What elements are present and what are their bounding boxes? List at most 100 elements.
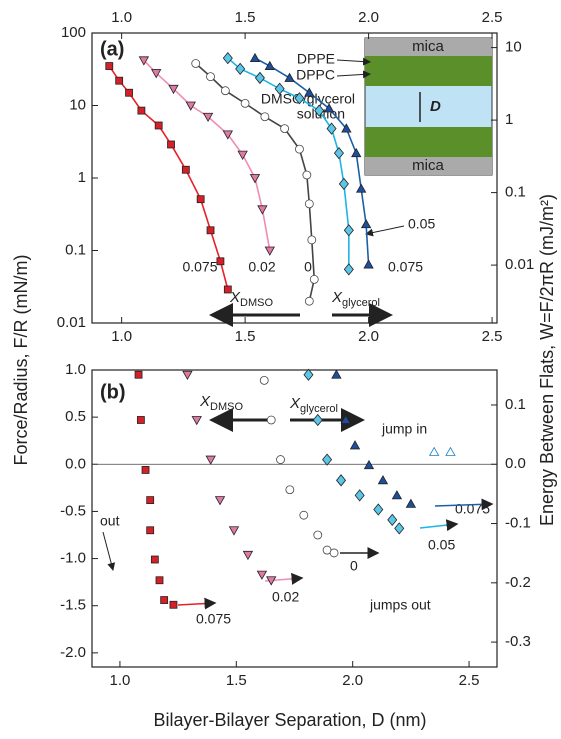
y-tick-label: -0.5 bbox=[60, 502, 86, 519]
x-tick-label: 1.0 bbox=[110, 672, 131, 689]
point bbox=[257, 205, 268, 215]
pointer bbox=[419, 519, 459, 532]
x-tick-label: 1.5 bbox=[235, 328, 256, 345]
point bbox=[329, 548, 339, 558]
symbol: X bbox=[229, 289, 241, 306]
bilayer bbox=[365, 127, 492, 157]
point bbox=[363, 459, 375, 470]
x2-tick-label: 1.5 bbox=[235, 9, 256, 26]
point bbox=[303, 368, 314, 381]
y2-tick-label: -0.1 bbox=[505, 515, 531, 532]
point bbox=[220, 86, 230, 96]
annotations-a: 0.075 0.02 0 0.05 0.075 XDMSO Xglycerol bbox=[182, 216, 435, 327]
annotations-b: XDMSO Xglycerol jump in out 0.075 0.02 0… bbox=[100, 393, 494, 627]
x-tick-label: 2.0 bbox=[342, 672, 363, 689]
point bbox=[205, 455, 216, 465]
series-label: 0.075 bbox=[455, 501, 490, 517]
point bbox=[373, 503, 384, 516]
fit-line bbox=[143, 59, 271, 251]
x2-tick-label: 2.0 bbox=[358, 9, 379, 26]
pointer bbox=[102, 531, 116, 571]
point bbox=[181, 165, 190, 174]
x-axis-title: Bilayer-Bilayer Separation, D (nm) bbox=[153, 710, 426, 730]
series-label: 0.075 bbox=[182, 259, 217, 275]
subscript: DMSO bbox=[240, 297, 273, 309]
point bbox=[141, 466, 150, 474]
y-tick-label: 1 bbox=[78, 169, 86, 186]
point bbox=[326, 122, 337, 135]
y2-tick-label: 0.01 bbox=[505, 256, 534, 273]
point bbox=[167, 140, 175, 149]
point bbox=[169, 600, 178, 609]
point bbox=[235, 62, 246, 76]
point bbox=[214, 496, 226, 506]
point bbox=[377, 474, 389, 485]
point bbox=[266, 415, 276, 425]
point bbox=[322, 453, 333, 466]
y2-axis-title: Energy Between Flats, W=F/2πR (mJ/m²) bbox=[537, 194, 557, 526]
point bbox=[351, 147, 362, 158]
direction-label: XDMSO bbox=[229, 289, 273, 309]
point bbox=[280, 124, 290, 134]
y-tick-label: 1.0 bbox=[65, 361, 86, 378]
point bbox=[343, 263, 354, 276]
point bbox=[216, 257, 225, 266]
y-tick-label: 0.1 bbox=[65, 241, 86, 258]
point bbox=[115, 76, 124, 85]
pointer bbox=[365, 225, 405, 237]
point bbox=[136, 416, 145, 424]
fit-line bbox=[254, 57, 370, 265]
point bbox=[349, 440, 361, 450]
jumps-out-label: jumps out bbox=[369, 597, 431, 613]
pointer bbox=[336, 70, 371, 79]
point bbox=[264, 246, 275, 256]
point bbox=[260, 112, 270, 122]
point bbox=[304, 87, 315, 97]
point bbox=[202, 112, 214, 123]
point bbox=[276, 455, 285, 464]
point bbox=[299, 510, 309, 520]
series-label: 0.075 bbox=[196, 611, 231, 627]
point bbox=[264, 60, 275, 70]
point bbox=[314, 104, 325, 117]
point bbox=[240, 98, 250, 108]
y2-tick-label: -0.3 bbox=[505, 633, 531, 650]
subscript: glycerol bbox=[342, 297, 380, 309]
point bbox=[331, 369, 342, 379]
point bbox=[354, 489, 365, 502]
y2-tick-label: -0.2 bbox=[505, 574, 531, 591]
subscript: DMSO bbox=[210, 401, 243, 413]
point bbox=[151, 69, 162, 79]
point bbox=[222, 130, 234, 140]
x-tick-label: 2.5 bbox=[459, 672, 480, 689]
y-tick-label: 0.01 bbox=[57, 314, 86, 331]
point bbox=[295, 144, 304, 154]
series-label: 0.05 bbox=[428, 537, 455, 553]
point bbox=[309, 274, 319, 284]
point bbox=[249, 52, 261, 63]
point bbox=[405, 498, 417, 508]
series-label: 0.02 bbox=[272, 589, 299, 605]
symbol: X bbox=[199, 393, 211, 410]
bilayer bbox=[365, 56, 492, 86]
point bbox=[254, 71, 265, 85]
point bbox=[363, 259, 374, 269]
point bbox=[341, 123, 352, 133]
point bbox=[150, 555, 159, 564]
point bbox=[191, 59, 201, 68]
point bbox=[285, 485, 295, 495]
point bbox=[154, 121, 163, 130]
point bbox=[223, 285, 232, 294]
point bbox=[313, 530, 323, 540]
y2-tick-label: 0.0 bbox=[505, 455, 526, 472]
y-tick-label: 100 bbox=[61, 24, 86, 41]
x-tick-label: 1.0 bbox=[111, 328, 132, 345]
panel-label: (b) bbox=[100, 381, 126, 403]
point bbox=[249, 174, 261, 184]
series-label: 0.02 bbox=[248, 259, 275, 275]
pointer bbox=[336, 57, 371, 66]
y-tick-label: -1.5 bbox=[60, 597, 86, 614]
point bbox=[274, 82, 285, 95]
point bbox=[185, 101, 196, 111]
point bbox=[206, 72, 215, 82]
